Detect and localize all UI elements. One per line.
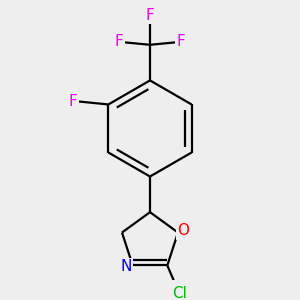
Text: F: F: [69, 94, 77, 109]
Text: F: F: [115, 34, 124, 49]
Text: O: O: [178, 224, 190, 238]
Text: F: F: [176, 34, 185, 49]
Text: Cl: Cl: [172, 286, 187, 300]
Text: F: F: [146, 8, 154, 23]
Text: N: N: [121, 260, 132, 274]
